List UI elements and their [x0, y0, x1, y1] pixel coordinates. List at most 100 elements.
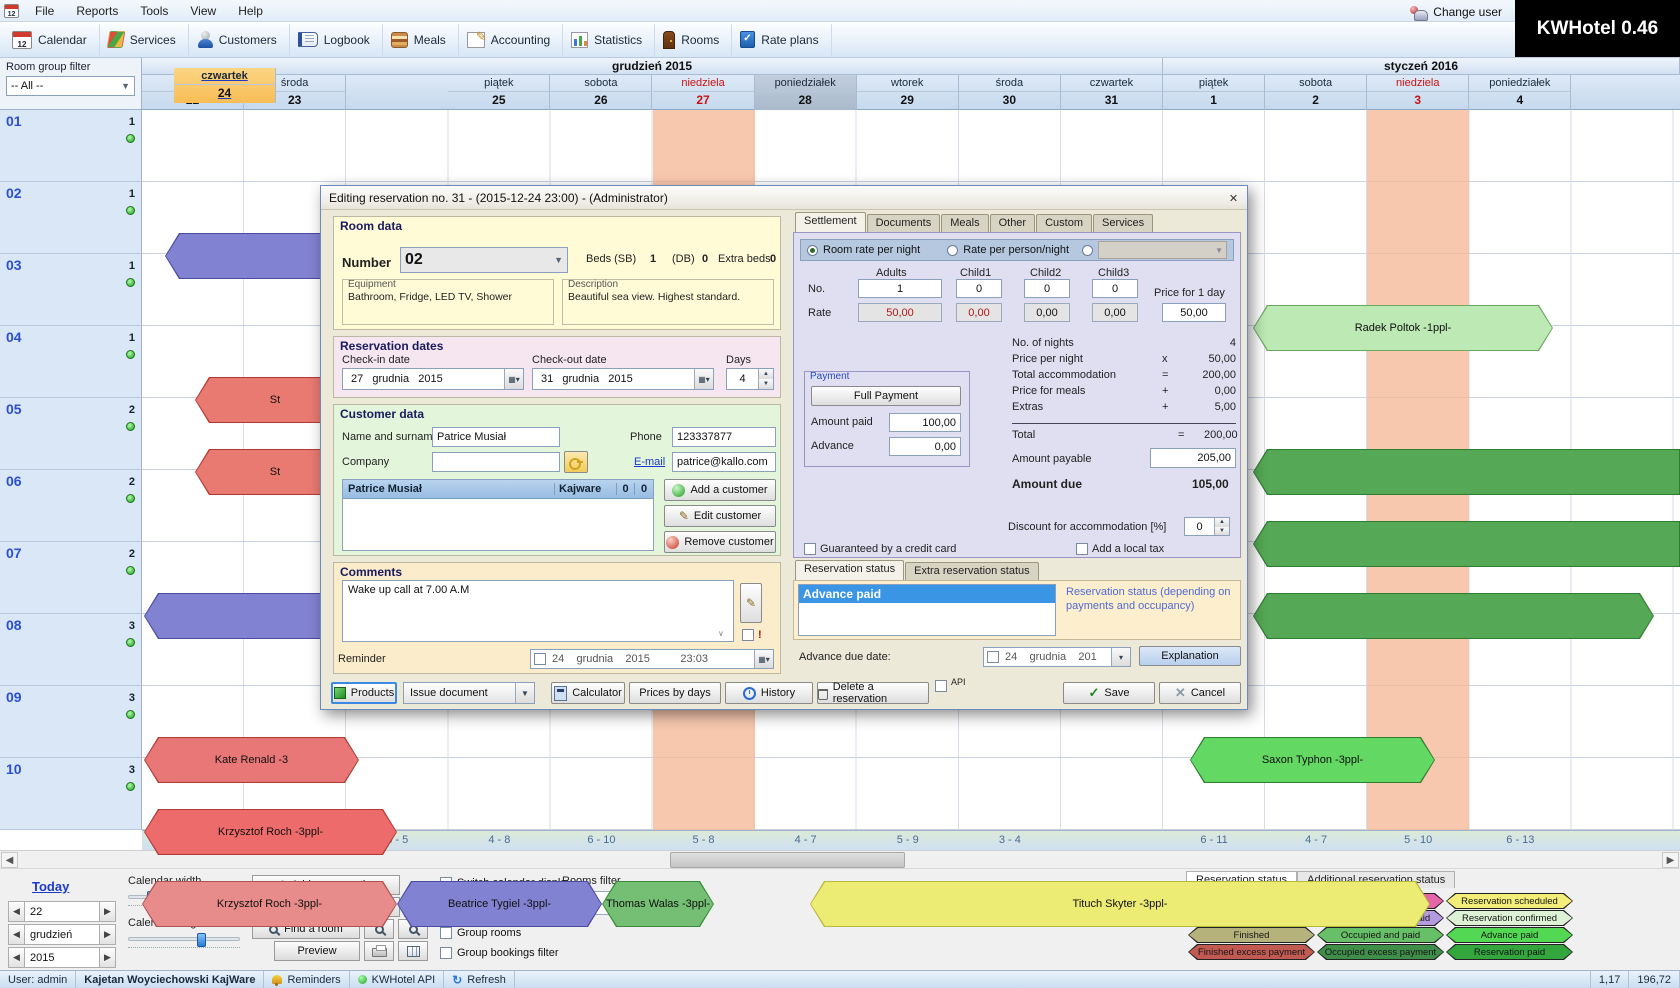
- reminders-button[interactable]: Reminders: [264, 971, 350, 988]
- prices-by-days-button[interactable]: Prices by days: [629, 682, 721, 704]
- api-checkbox[interactable]: [935, 680, 947, 692]
- tab-other[interactable]: Other: [989, 214, 1036, 232]
- menu-file[interactable]: File: [35, 3, 55, 18]
- checkout-date-field[interactable]: 31 grudnia 2015 ▦▾: [532, 368, 714, 390]
- calendar-picker-icon[interactable]: ▦▾: [754, 650, 773, 668]
- group-rooms-checkbox[interactable]: [440, 927, 452, 939]
- tab-documents[interactable]: Documents: [866, 214, 941, 232]
- room-row-header[interactable]: 07 2: [0, 542, 142, 614]
- table-view-button[interactable]: [398, 941, 428, 961]
- customer-list-row[interactable]: Patrice Musiał Kajware 0 0: [343, 480, 653, 499]
- no-adults-input[interactable]: 1: [858, 279, 942, 298]
- day-column-header[interactable]: piątek 25: [448, 75, 551, 110]
- room-row-header[interactable]: 09 3: [0, 686, 142, 758]
- room-row-header[interactable]: 04 1: [0, 326, 142, 398]
- group-bookings-filter-checkbox[interactable]: [440, 947, 452, 959]
- advance-input[interactable]: 0,00: [889, 437, 961, 456]
- dialog-title-bar[interactable]: Editing reservation no. 31 - (2015-12-24…: [321, 186, 1247, 210]
- room-number-select[interactable]: 02 ▼: [400, 247, 568, 273]
- price-for-1day-field[interactable]: 50,00: [1162, 303, 1226, 322]
- room-rate-radio[interactable]: [807, 244, 818, 256]
- room-row-header[interactable]: 02 1: [0, 182, 142, 254]
- day-column-header[interactable]: niedziela 3: [1367, 75, 1470, 110]
- decrement-icon[interactable]: ◀: [8, 901, 25, 922]
- tab-services[interactable]: Services: [1093, 214, 1154, 232]
- add-customer-button[interactable]: Add a customer: [664, 479, 776, 501]
- no-child1-input[interactable]: 0: [956, 279, 1002, 298]
- decrement-icon[interactable]: ◀: [8, 947, 25, 968]
- horizontal-scrollbar[interactable]: ◀ ▶: [0, 850, 1680, 868]
- issue-document-select[interactable]: Issue document ▼: [403, 682, 535, 704]
- rate-child3-field[interactable]: 0,00: [1092, 303, 1138, 322]
- room-row-header[interactable]: 01 1: [0, 110, 142, 182]
- day-column-header[interactable]: środa 23: [244, 75, 347, 110]
- day-column-header[interactable]: wtorek 29: [856, 75, 959, 110]
- day-column-header[interactable]: sobota 2: [1265, 75, 1368, 110]
- history-button[interactable]: History: [725, 682, 813, 704]
- day-column-header[interactable]: niedziela 27: [652, 75, 755, 110]
- toolbar-button[interactable]: Logbook: [290, 23, 383, 56]
- tab-meals[interactable]: Meals: [941, 214, 989, 232]
- custom-rate-radio[interactable]: [1082, 244, 1094, 256]
- increment-icon[interactable]: ▶: [99, 924, 116, 945]
- month-spinner[interactable]: ◀ grudzień ▶: [8, 924, 116, 945]
- save-button[interactable]: ✓ Save: [1063, 682, 1155, 704]
- refresh-button[interactable]: ↻ Refresh: [444, 971, 515, 988]
- phone-input[interactable]: 123337877: [672, 427, 776, 447]
- menu-view[interactable]: View: [190, 3, 217, 18]
- chevron-down-icon[interactable]: ▾: [1111, 648, 1130, 666]
- reminder-date-field[interactable]: 24 grudnia 2015 23:03 ▦▾: [530, 649, 774, 669]
- room-row-header[interactable]: 05 2: [0, 398, 142, 470]
- cancel-button[interactable]: ✕ Cancel: [1159, 682, 1241, 704]
- reservation-bar[interactable]: Thomas Walas -3ppl-: [602, 881, 714, 927]
- increment-icon[interactable]: ▶: [99, 901, 116, 922]
- tab-extra-reservation-status[interactable]: Extra reservation status: [905, 562, 1039, 580]
- day-spinner[interactable]: ◀ 22 ▶: [8, 901, 116, 922]
- menu-tools[interactable]: Tools: [140, 3, 169, 18]
- day-column-header[interactable]: czwartek 24: [174, 68, 277, 103]
- days-spinner[interactable]: 4 ▲ ▼: [726, 368, 774, 390]
- no-child3-input[interactable]: 0: [1092, 279, 1138, 298]
- spinner-arrows[interactable]: ▲ ▼: [1214, 518, 1229, 535]
- reservation-bar[interactable]: Krzysztof Roch -3ppl-: [144, 809, 397, 855]
- group-bookings-filter-option[interactable]: Group bookings filter: [440, 947, 559, 959]
- remove-customer-button[interactable]: Remove customer: [664, 531, 776, 553]
- reservation-bar[interactable]: Kate Renald -3: [144, 737, 359, 783]
- reservation-bar[interactable]: Saxon Typhon -3ppl-: [1190, 737, 1435, 783]
- credit-card-checkbox[interactable]: [804, 543, 816, 555]
- increment-icon[interactable]: ▶: [99, 947, 116, 968]
- slider-thumb[interactable]: [197, 933, 206, 947]
- advance-due-checkbox[interactable]: [987, 651, 999, 663]
- rate-child1-field[interactable]: 0,00: [956, 303, 1002, 322]
- scrollbar-thumb[interactable]: [670, 852, 905, 868]
- reservation-bar[interactable]: Krzysztof Roch -3ppl-: [142, 881, 397, 927]
- email-input[interactable]: patrice@kallo.com: [672, 452, 776, 472]
- advance-due-date-field[interactable]: 24 grudnia 201 ▾: [983, 647, 1131, 667]
- toolbar-button[interactable]: Statistics: [563, 23, 656, 56]
- day-column-header[interactable]: poniedziałek 4: [1469, 75, 1572, 110]
- edit-comment-button[interactable]: ✎: [740, 583, 762, 623]
- reservation-bar[interactable]: Beatrice Tygiel -3ppl-: [397, 881, 602, 927]
- day-column-header[interactable]: środa 30: [958, 75, 1061, 110]
- kwhotel-api-status[interactable]: KWHotel API: [350, 971, 445, 988]
- toolbar-button[interactable]: Accounting: [459, 23, 564, 56]
- reminder-checkbox[interactable]: [534, 653, 546, 665]
- room-row-header[interactable]: 08 3: [0, 614, 142, 686]
- toolbar-button[interactable]: Rooms: [655, 23, 733, 56]
- preview-button[interactable]: Preview: [274, 941, 360, 961]
- amount-paid-input[interactable]: 100,00: [889, 413, 961, 432]
- scroll-right-arrow[interactable]: ▶: [1662, 852, 1679, 868]
- day-column-header[interactable]: sobota 26: [550, 75, 653, 110]
- company-input[interactable]: [432, 452, 560, 472]
- change-user-button[interactable]: Change user: [1409, 4, 1502, 21]
- customer-name-input[interactable]: Patrice Musiał: [432, 427, 560, 447]
- checkin-date-field[interactable]: 27 grudnia 2015 ▦▾: [342, 368, 524, 390]
- edit-customer-button[interactable]: ✎ Edit customer: [664, 505, 776, 527]
- year-spinner[interactable]: ◀ 2015 ▶: [8, 947, 116, 968]
- status-selected-item[interactable]: Advance paid: [799, 585, 1055, 603]
- print-button[interactable]: [364, 941, 394, 961]
- toolbar-button[interactable]: Calendar: [4, 23, 100, 56]
- day-column-header[interactable]: poniedziałek 28: [754, 75, 857, 110]
- room-group-filter-select[interactable]: -- All -- ▼: [6, 76, 135, 96]
- no-child2-input[interactable]: 0: [1024, 279, 1070, 298]
